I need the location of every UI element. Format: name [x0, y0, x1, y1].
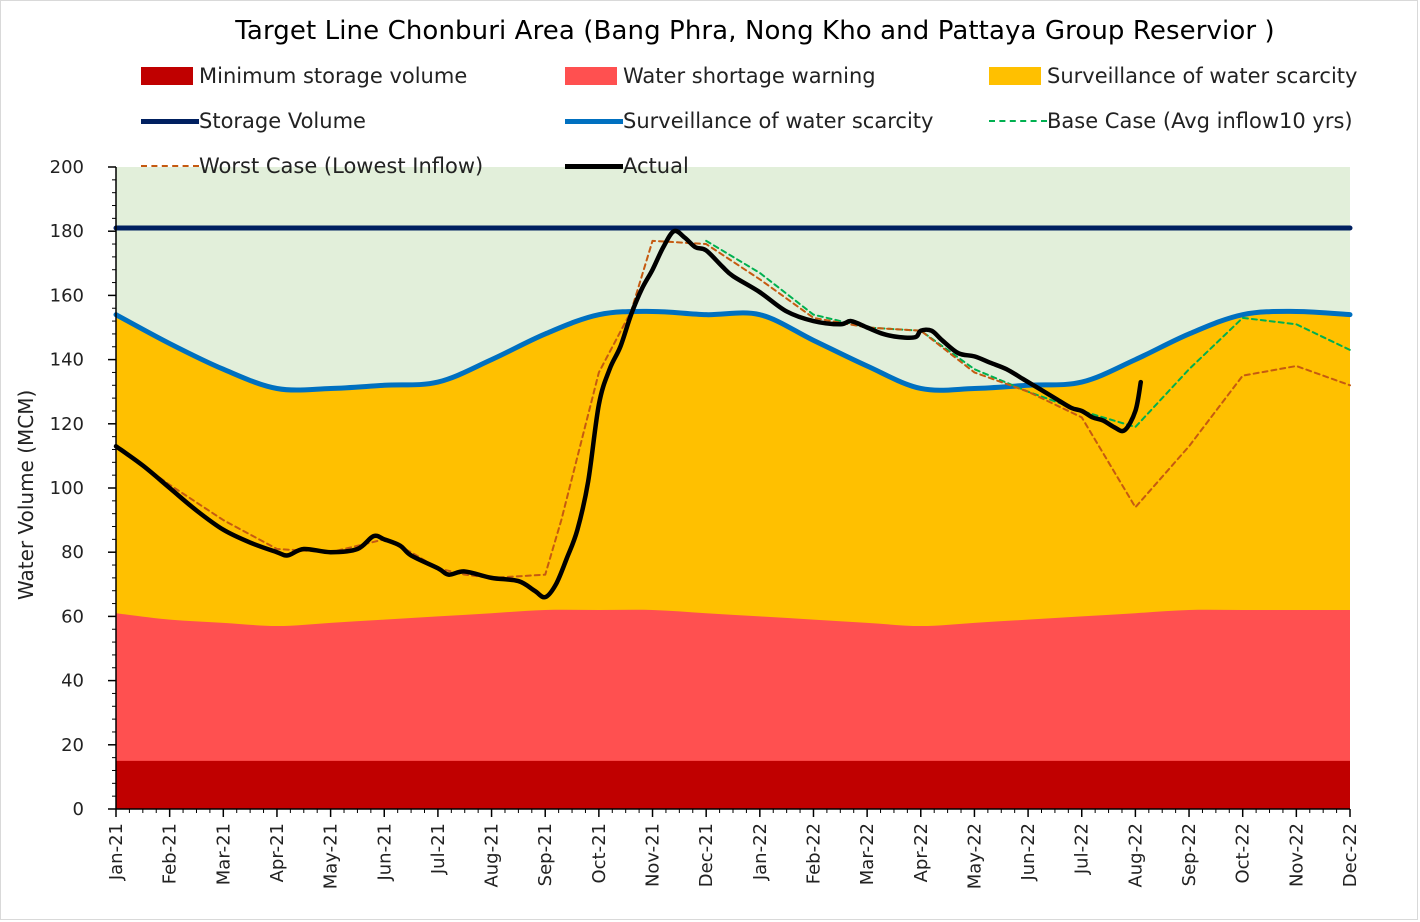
y-tick-label: 80 — [61, 542, 84, 563]
x-tick-label: Nov-21 — [643, 823, 664, 887]
legend-item-surveillance-line: Surveillance of water scarcity — [565, 108, 933, 134]
legend-item-surveillance-area: Surveillance of water scarcity — [989, 63, 1357, 89]
y-tick-label: 0 — [73, 799, 84, 820]
legend-item-minimum-storage: Minimum storage volume — [141, 63, 467, 89]
series-line-actual-7 — [113, 228, 1144, 600]
legend-label: Surveillance of water scarcity — [1047, 64, 1358, 88]
legend-item-storage-volume: Storage Volume — [141, 108, 366, 134]
x-tick-label: Sep-21 — [535, 823, 556, 886]
x-tick-label: Apr-21 — [267, 823, 288, 882]
chart-title: Target Line Chonburi Area (Bang Phra, No… — [235, 16, 1275, 46]
legend-swatch — [565, 67, 617, 85]
area-water-shortage-warning — [116, 609, 1350, 809]
y-tick-label: 180 — [50, 221, 84, 242]
legend-label: Worst Case (Lowest Inflow) — [199, 154, 484, 178]
y-tick-label: 200 — [50, 157, 84, 178]
legend-label: Water shortage warning — [623, 64, 876, 88]
legend-swatch — [565, 118, 623, 124]
y-tick-label: 140 — [50, 350, 84, 371]
series-line-worst-case-lowest-inflow--6 — [115, 239, 1351, 579]
x-tick-label: Jan-22 — [750, 823, 771, 881]
legend-swatch — [141, 118, 199, 124]
x-tick-label: Oct-22 — [1233, 823, 1254, 884]
x-tick-label: Aug-21 — [482, 823, 503, 888]
legend-item-base-case: Base Case (Avg inflow10 yrs) — [989, 108, 1353, 134]
legend-swatch — [141, 165, 199, 167]
x-tick-label: May-22 — [964, 823, 985, 889]
legend-item-water-shortage: Water shortage warning — [565, 63, 876, 89]
legend-item-actual: Actual — [565, 153, 689, 179]
y-tick-label: 120 — [50, 414, 84, 435]
legend-label: Surveillance of water scarcity — [623, 109, 934, 133]
legend-swatch — [989, 67, 1041, 85]
legend-label: Base Case (Avg inflow10 yrs) — [1047, 109, 1353, 133]
x-tick-label: Mar-21 — [213, 823, 234, 885]
x-tick-label: Jan-21 — [106, 823, 127, 881]
x-tick-label: Feb-21 — [160, 823, 181, 884]
x-tick-label: Mar-22 — [857, 823, 878, 885]
x-tick-label: Feb-22 — [803, 823, 824, 884]
legend-item-worst-case: Worst Case (Lowest Inflow) — [141, 153, 483, 179]
legend-swatch — [565, 163, 623, 169]
legend-label: Storage Volume — [199, 109, 366, 133]
legend-swatch — [989, 120, 1047, 122]
x-tick-label: Dec-21 — [696, 823, 717, 887]
x-tick-label: Sep-22 — [1179, 823, 1200, 886]
y-tick-label: 100 — [50, 478, 84, 499]
legend-swatch — [141, 67, 193, 85]
x-tick-label: Oct-21 — [589, 823, 610, 884]
x-tick-label: Jul-21 — [428, 823, 449, 875]
y-tick-label: 40 — [61, 671, 84, 692]
x-tick-label: Jul-22 — [1072, 823, 1093, 875]
x-tick-label: Dec-22 — [1340, 823, 1361, 887]
area-minimum-storage-volume — [116, 760, 1350, 809]
x-tick-label: Apr-22 — [911, 823, 932, 882]
x-tick-label: Jun-21 — [374, 823, 395, 882]
y-tick-label: 20 — [61, 735, 84, 756]
legend-label: Actual — [623, 154, 689, 178]
y-tick-label: 60 — [61, 606, 84, 627]
x-tick-label: Jun-22 — [1018, 823, 1039, 882]
x-tick-label: Nov-22 — [1286, 823, 1307, 887]
legend-label: Minimum storage volume — [199, 64, 468, 88]
series-line-surveillance-of-water-scarcity-4 — [113, 308, 1353, 393]
y-tick-label: 160 — [50, 285, 84, 306]
x-tick-label: May-21 — [321, 823, 342, 889]
x-tick-label: Aug-22 — [1125, 823, 1146, 888]
